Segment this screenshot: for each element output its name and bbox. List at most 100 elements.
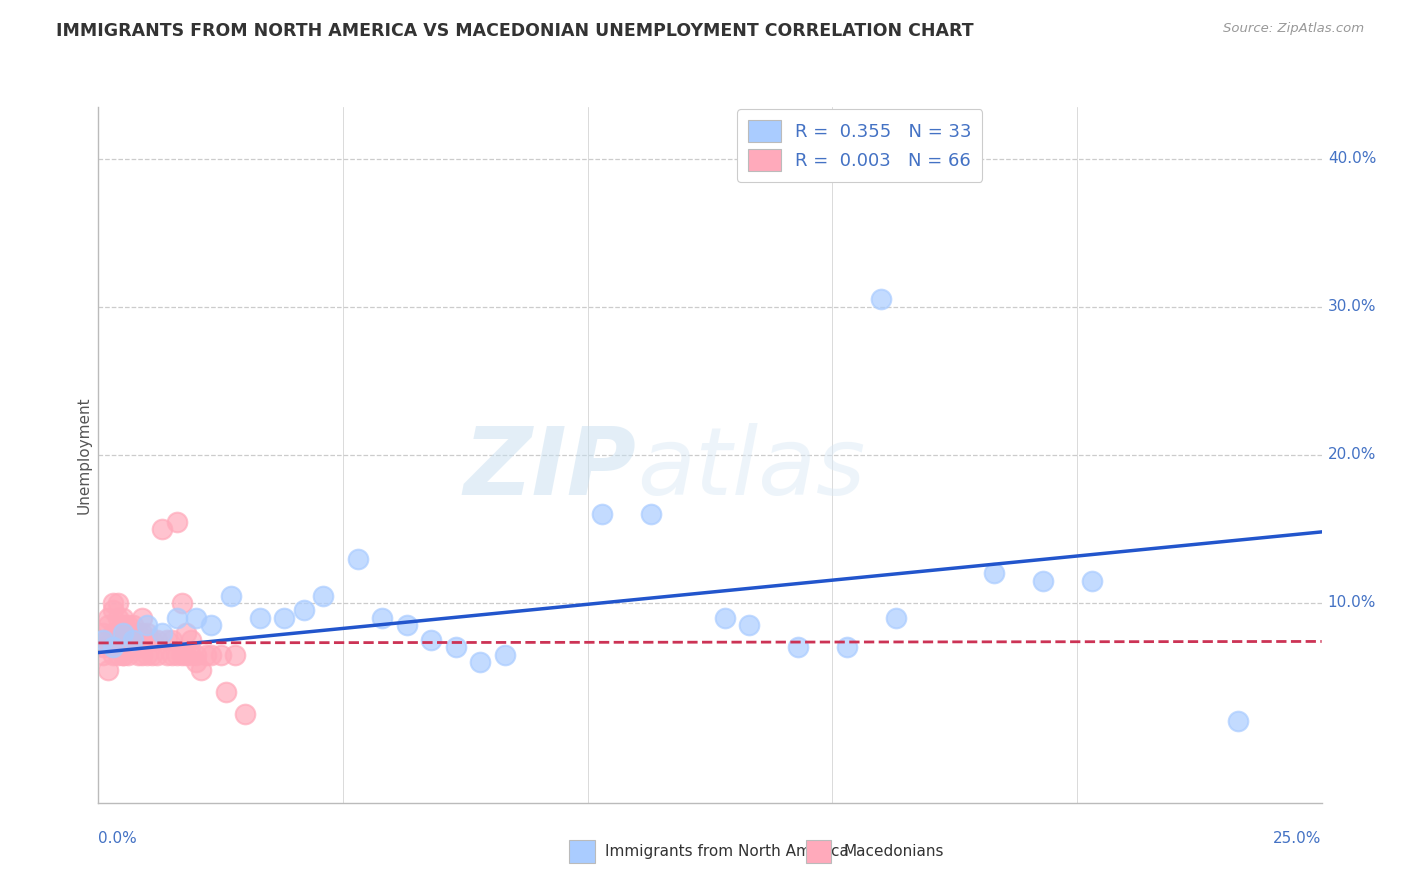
Point bbox=[121, 618, 143, 632]
Point bbox=[111, 618, 134, 632]
Point bbox=[713, 611, 735, 625]
Point bbox=[136, 632, 159, 647]
Point bbox=[101, 603, 124, 617]
Point bbox=[170, 648, 193, 662]
Point bbox=[214, 685, 236, 699]
Point bbox=[136, 618, 159, 632]
Point bbox=[121, 632, 143, 647]
Point bbox=[180, 648, 202, 662]
Point bbox=[127, 640, 149, 655]
Point bbox=[121, 625, 143, 640]
Point bbox=[292, 603, 315, 617]
Point bbox=[111, 632, 134, 647]
Point bbox=[131, 611, 153, 625]
Point bbox=[156, 632, 179, 647]
Text: 40.0%: 40.0% bbox=[1327, 152, 1376, 166]
Point bbox=[346, 551, 368, 566]
Point bbox=[444, 640, 467, 655]
Point bbox=[166, 611, 188, 625]
Point bbox=[107, 640, 129, 655]
Point bbox=[97, 663, 120, 677]
Point bbox=[190, 663, 212, 677]
Point bbox=[224, 648, 246, 662]
Text: 0.0%: 0.0% bbox=[98, 830, 138, 846]
Point bbox=[97, 632, 120, 647]
Point bbox=[131, 648, 153, 662]
Text: 25.0%: 25.0% bbox=[1274, 830, 1322, 846]
Point bbox=[186, 611, 208, 625]
Text: atlas: atlas bbox=[637, 424, 865, 515]
Text: Macedonians: Macedonians bbox=[844, 845, 943, 859]
Point bbox=[141, 632, 163, 647]
Point bbox=[870, 293, 893, 307]
Point bbox=[312, 589, 335, 603]
Point bbox=[101, 648, 124, 662]
Point bbox=[640, 507, 662, 521]
Point bbox=[176, 648, 198, 662]
Point bbox=[200, 618, 222, 632]
Point bbox=[591, 507, 613, 521]
Point bbox=[160, 648, 183, 662]
Text: 20.0%: 20.0% bbox=[1327, 448, 1376, 462]
Point bbox=[107, 625, 129, 640]
Point bbox=[91, 640, 114, 655]
Point bbox=[186, 655, 208, 669]
Text: IMMIGRANTS FROM NORTH AMERICA VS MACEDONIAN UNEMPLOYMENT CORRELATION CHART: IMMIGRANTS FROM NORTH AMERICA VS MACEDON… bbox=[56, 22, 974, 40]
Point bbox=[121, 632, 143, 647]
Text: Source: ZipAtlas.com: Source: ZipAtlas.com bbox=[1223, 22, 1364, 36]
Point bbox=[787, 640, 810, 655]
Point bbox=[141, 648, 163, 662]
Point bbox=[219, 589, 242, 603]
Point bbox=[91, 632, 114, 647]
Point bbox=[111, 648, 134, 662]
Point bbox=[156, 648, 179, 662]
Point bbox=[101, 596, 124, 610]
Point bbox=[111, 648, 134, 662]
Point bbox=[1032, 574, 1054, 588]
Point bbox=[166, 515, 188, 529]
Point bbox=[101, 625, 124, 640]
Point bbox=[111, 625, 134, 640]
Point bbox=[117, 640, 139, 655]
Point bbox=[468, 655, 491, 669]
Point bbox=[273, 611, 295, 625]
Legend: R =  0.355   N = 33, R =  0.003   N = 66: R = 0.355 N = 33, R = 0.003 N = 66 bbox=[737, 109, 983, 182]
Text: 10.0%: 10.0% bbox=[1327, 596, 1376, 610]
Point bbox=[150, 625, 173, 640]
Text: Immigrants from North America: Immigrants from North America bbox=[605, 845, 848, 859]
Point bbox=[136, 648, 159, 662]
Point bbox=[209, 648, 232, 662]
Point bbox=[160, 632, 183, 647]
Text: 30.0%: 30.0% bbox=[1327, 300, 1376, 314]
Point bbox=[87, 632, 110, 647]
Point bbox=[101, 640, 124, 655]
Point bbox=[233, 706, 256, 721]
Point bbox=[136, 625, 159, 640]
Point bbox=[186, 648, 208, 662]
Text: ZIP: ZIP bbox=[464, 423, 637, 515]
Point bbox=[1227, 714, 1250, 729]
Point bbox=[200, 648, 222, 662]
Point bbox=[117, 648, 139, 662]
Point bbox=[166, 648, 188, 662]
Point bbox=[101, 632, 124, 647]
Point bbox=[107, 648, 129, 662]
Point bbox=[127, 625, 149, 640]
Y-axis label: Unemployment: Unemployment bbox=[76, 396, 91, 514]
Point bbox=[983, 566, 1005, 581]
Point bbox=[395, 618, 418, 632]
Point bbox=[107, 611, 129, 625]
Point bbox=[146, 632, 169, 647]
Point bbox=[117, 618, 139, 632]
Point bbox=[180, 632, 202, 647]
Point bbox=[146, 648, 169, 662]
Point bbox=[420, 632, 443, 647]
Point bbox=[111, 611, 134, 625]
Point bbox=[107, 596, 129, 610]
Point bbox=[127, 648, 149, 662]
Point bbox=[131, 625, 153, 640]
Point bbox=[111, 625, 134, 640]
Point bbox=[150, 522, 173, 536]
Point bbox=[884, 611, 907, 625]
Point bbox=[835, 640, 858, 655]
